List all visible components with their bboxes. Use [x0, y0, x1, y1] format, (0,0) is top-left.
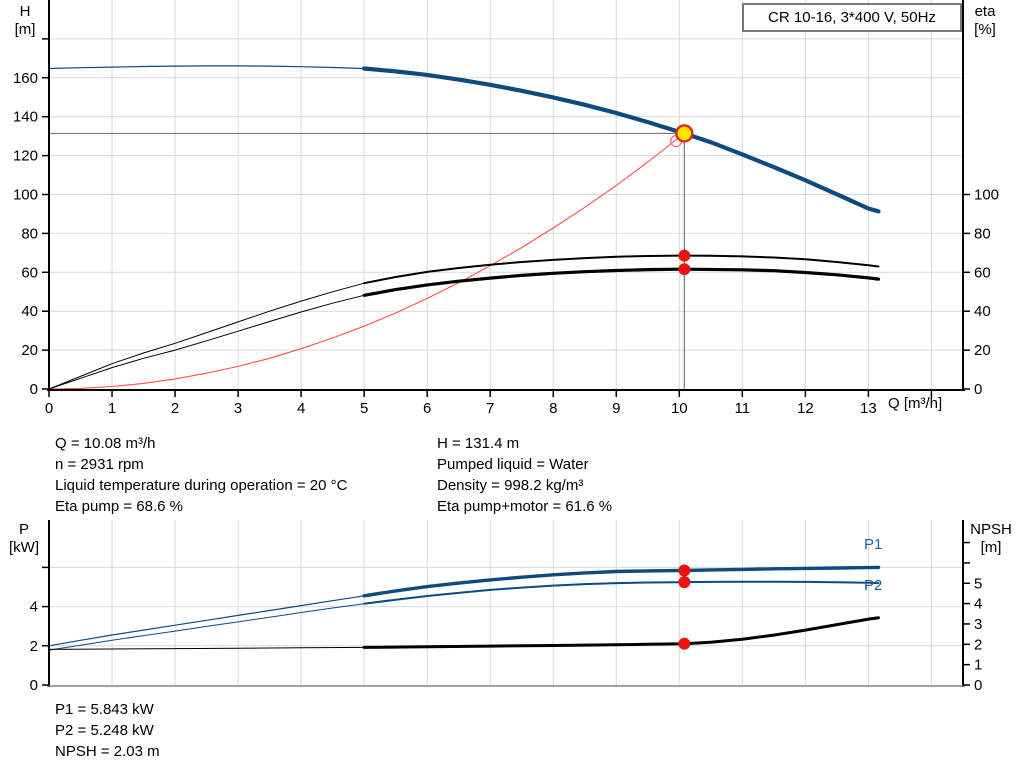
svg-text:1: 1 — [108, 400, 116, 417]
h-axis-unit: [m] — [14, 21, 36, 38]
p2-curve-label: P2 — [864, 577, 883, 594]
p-axis-unit: [kW] — [9, 539, 39, 556]
svg-text:0: 0 — [30, 381, 38, 398]
svg-text:0: 0 — [30, 677, 38, 694]
svg-text:8: 8 — [549, 400, 557, 417]
pump-model-label: CR 10-16, 3*400 V, 50Hz — [768, 9, 936, 26]
svg-text:3: 3 — [234, 400, 242, 417]
svg-text:160: 160 — [13, 70, 38, 87]
qh-axes — [42, 0, 970, 397]
svg-text:10: 10 — [671, 400, 688, 417]
svg-text:9: 9 — [612, 400, 620, 417]
operating-point-dot — [678, 637, 691, 650]
power-tick-labels: 0 2 4 0 1 2 3 4 5 — [30, 575, 983, 694]
svg-text:1: 1 — [974, 657, 982, 674]
svg-text:5: 5 — [360, 400, 368, 417]
info-p1: P1 = 5.843 kW — [55, 701, 154, 718]
qh-curve-affinity-parabola — [48, 132, 685, 390]
power-curve-npsh — [48, 616, 880, 650]
eta-axis-name: eta — [974, 3, 996, 20]
svg-text:60: 60 — [974, 264, 991, 281]
info-liquid-temp: Liquid temperature during operation = 20… — [55, 477, 348, 494]
qh-grid — [49, 0, 963, 390]
svg-text:100: 100 — [13, 187, 38, 204]
info-eta-pump-motor: Eta pump+motor = 61.6 % — [437, 498, 613, 515]
duty-info-right: H = 131.4 m Pumped liquid = Water Densit… — [437, 433, 612, 517]
h-axis-title: H [m] — [10, 3, 40, 39]
svg-text:6: 6 — [423, 400, 431, 417]
p-axis-title: P [kW] — [2, 521, 46, 557]
npsh-axis-unit: [m] — [980, 539, 1002, 556]
pump-model-box: CR 10-16, 3*400 V, 50Hz — [742, 3, 962, 32]
info-h: H = 131.4 m — [437, 435, 520, 452]
info-n: n = 2931 rpm — [55, 456, 144, 473]
svg-text:80: 80 — [974, 225, 991, 242]
p1-curve-label: P1 — [864, 536, 883, 553]
svg-text:5: 5 — [974, 575, 982, 592]
svg-text:80: 80 — [21, 225, 38, 242]
svg-text:140: 140 — [13, 109, 38, 126]
eta-axis-unit: [%] — [974, 21, 996, 38]
operating-point-dot — [678, 249, 691, 262]
duty-point-marker[interactable] — [675, 124, 694, 143]
info-p2: P2 = 5.248 kW — [55, 722, 154, 739]
svg-text:0: 0 — [974, 381, 982, 398]
svg-text:120: 120 — [13, 148, 38, 165]
svg-text:4: 4 — [30, 599, 38, 616]
npsh-axis-name: NPSH — [970, 521, 1012, 538]
svg-text:60: 60 — [21, 264, 38, 281]
svg-text:40: 40 — [21, 303, 38, 320]
npsh-axis-title: NPSH [m] — [964, 521, 1018, 557]
svg-text:0: 0 — [974, 677, 982, 694]
qh-crosshair — [49, 132, 685, 389]
operating-point-dot — [678, 263, 691, 276]
info-pumped-liquid: Pumped liquid = Water — [437, 456, 589, 473]
svg-text:0: 0 — [45, 400, 53, 417]
operating-point-dot — [678, 576, 691, 589]
qh-curve-eta-pump-motor — [48, 267, 881, 390]
power-grid — [49, 520, 963, 686]
qh-curve-head — [48, 65, 881, 214]
info-q: Q = 10.08 m³/h — [55, 435, 156, 452]
svg-text:2: 2 — [974, 636, 982, 653]
svg-text:12: 12 — [797, 400, 814, 417]
duty-info-left: Q = 10.08 m³/h n = 2931 rpm Liquid tempe… — [55, 433, 347, 517]
svg-text:13: 13 — [860, 400, 877, 417]
h-axis-name: H — [19, 3, 31, 20]
svg-text:4: 4 — [297, 400, 305, 417]
operating-point-dot — [678, 564, 691, 577]
info-eta-pump: Eta pump = 68.6 % — [55, 498, 183, 515]
info-npsh: NPSH = 2.03 m — [55, 743, 160, 760]
eta-axis-title: eta [%] — [964, 3, 1006, 39]
power-info: P1 = 5.843 kW P2 = 5.248 kW NPSH = 2.03 … — [55, 699, 160, 762]
svg-text:2: 2 — [171, 400, 179, 417]
info-density: Density = 998.2 kg/m³ — [437, 477, 584, 494]
svg-text:7: 7 — [486, 400, 494, 417]
qh-curve-eta-pump — [48, 254, 880, 390]
svg-text:3: 3 — [974, 616, 982, 633]
svg-text:40: 40 — [974, 303, 991, 320]
p-axis-name: P — [18, 521, 29, 538]
q-axis-title: Q [m³/h] — [888, 395, 943, 412]
svg-text:2: 2 — [30, 638, 38, 655]
power-curve-p1 — [48, 565, 881, 647]
power-curve-p2 — [48, 580, 880, 651]
svg-text:100: 100 — [974, 187, 999, 204]
svg-text:20: 20 — [974, 342, 991, 359]
svg-text:4: 4 — [974, 596, 982, 613]
power-axes — [42, 520, 970, 687]
svg-text:11: 11 — [735, 400, 751, 417]
svg-text:20: 20 — [21, 342, 38, 359]
